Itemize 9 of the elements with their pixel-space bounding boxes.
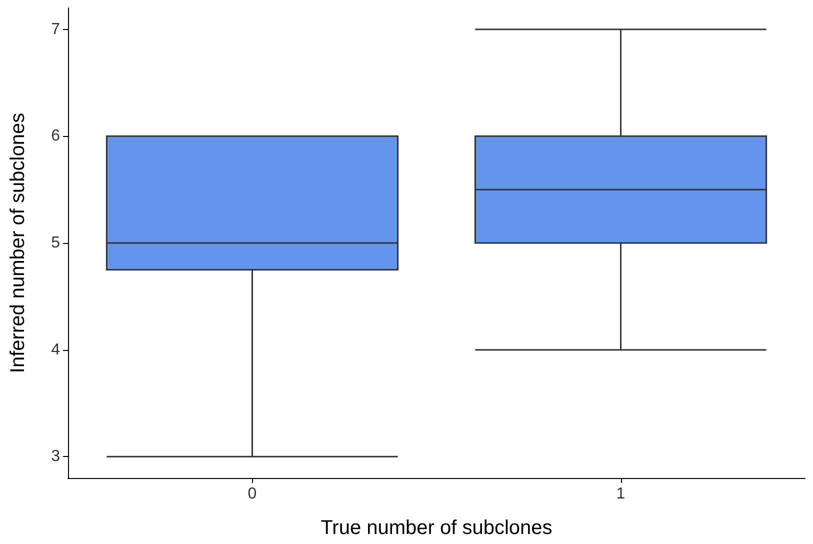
y-axis-title: Inferred number of subclones [7, 112, 29, 374]
y-tick-label: 3 [51, 448, 60, 466]
y-tick-label: 7 [51, 20, 60, 38]
y-tick-label: 4 [51, 341, 60, 358]
y-tick-label: 5 [51, 234, 60, 252]
x-axis-title: True number of subclones [320, 517, 552, 539]
y-tick-label: 6 [51, 128, 60, 145]
x-tick-label: 1 [616, 486, 626, 502]
x-tick-label: 0 [248, 486, 257, 502]
